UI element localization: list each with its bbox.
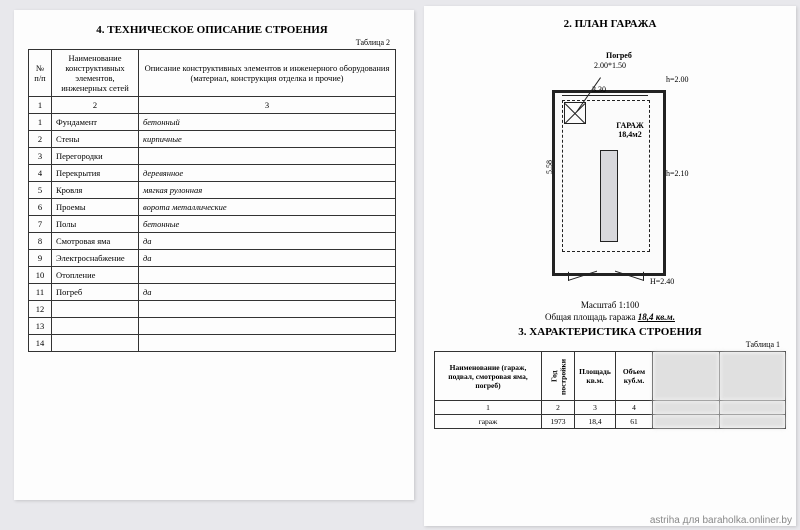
section-4-title: 4. ТЕХНИЧЕСКОЕ ОПИСАНИЕ СТРОЕНИЯ <box>28 24 396 36</box>
char-data-row: гараж 1973 18,4 61 x x <box>435 415 786 429</box>
head-desc: Описание конструктивных элементов и инже… <box>139 50 396 97</box>
scale-label: Масштаб 1:100 <box>434 300 786 310</box>
plan-cellar-icon <box>564 102 586 124</box>
watermark-text: astriha для baraholka.onliner.by <box>650 515 792 526</box>
table-1-label: Таблица 1 <box>434 340 780 349</box>
characteristics-table: Наименование (гараж, подвал, смотровая я… <box>434 351 786 429</box>
height-1: h=2.00 <box>666 76 689 85</box>
table-row: 8Смотровая ямада <box>29 233 396 250</box>
table-row: 4Перекрытиядеревянное <box>29 165 396 182</box>
total-area: Общая площадь гаража 18,4 кв.м. <box>434 312 786 322</box>
sub-1: 1 <box>29 97 52 114</box>
blurred-cell: xxxxx <box>653 352 720 401</box>
table-row: 12 <box>29 301 396 318</box>
page-plan: 2. ПЛАН ГАРАЖА ГАРАЖ 18,4м2 3.30 5.58 h=… <box>424 6 796 526</box>
section-2-title: 2. ПЛАН ГАРАЖА <box>434 18 786 30</box>
table-row: 7Полыбетонные <box>29 216 396 233</box>
cellar-dim: 2.00*1.50 <box>594 62 626 71</box>
description-table: № п/п Наименование конструктивных элемен… <box>28 49 396 352</box>
sub-2: 2 <box>52 97 139 114</box>
blurred-cell: xxxxx <box>719 352 786 401</box>
table-row: 13 <box>29 318 396 335</box>
table-row: 1Фундаментбетонный <box>29 114 396 131</box>
table-row: 3Перегородки <box>29 148 396 165</box>
table-row: 14 <box>29 335 396 352</box>
table-row: 9Электроснабжениеда <box>29 250 396 267</box>
subheader-row: 1 2 3 <box>29 97 396 114</box>
table-row: 2Стеныкирпичные <box>29 131 396 148</box>
page-technical-description: 4. ТЕХНИЧЕСКОЕ ОПИСАНИЕ СТРОЕНИЯ Таблица… <box>14 10 414 500</box>
plan-inspection-pit <box>600 150 618 242</box>
head-name: Наименование конструктивных элементов, и… <box>52 50 139 97</box>
dim-depth: 5.58 <box>546 160 555 174</box>
dim-width-line <box>562 95 648 96</box>
table-2-label: Таблица 2 <box>28 38 390 47</box>
table-row: 10Отопление <box>29 267 396 284</box>
height-2: h=2.10 <box>666 170 689 179</box>
table-row: 5Кровлямягкая рулонная <box>29 182 396 199</box>
char-header-row: Наименование (гараж, подвал, смотровая я… <box>435 352 786 401</box>
table-row: 11Погребда <box>29 284 396 301</box>
header-row: № п/п Наименование конструктивных элемен… <box>29 50 396 97</box>
plan-gate <box>570 270 642 273</box>
cellar-label: Погреб <box>606 52 632 61</box>
plan-room-label: ГАРАЖ 18,4м2 <box>610 122 650 140</box>
garage-plan-drawing: ГАРАЖ 18,4м2 3.30 5.58 h=2.00 h=2.10 H=2… <box>510 50 710 290</box>
head-num: № п/п <box>29 50 52 97</box>
char-sub-row: 1 2 3 4 x x <box>435 401 786 415</box>
table-row: 6Проемыворота металлические <box>29 199 396 216</box>
section-3-title: 3. ХАРАКТЕРИСТИКА СТРОЕНИЯ <box>434 326 786 338</box>
height-front: H=2.40 <box>650 278 674 287</box>
sub-3: 3 <box>139 97 396 114</box>
